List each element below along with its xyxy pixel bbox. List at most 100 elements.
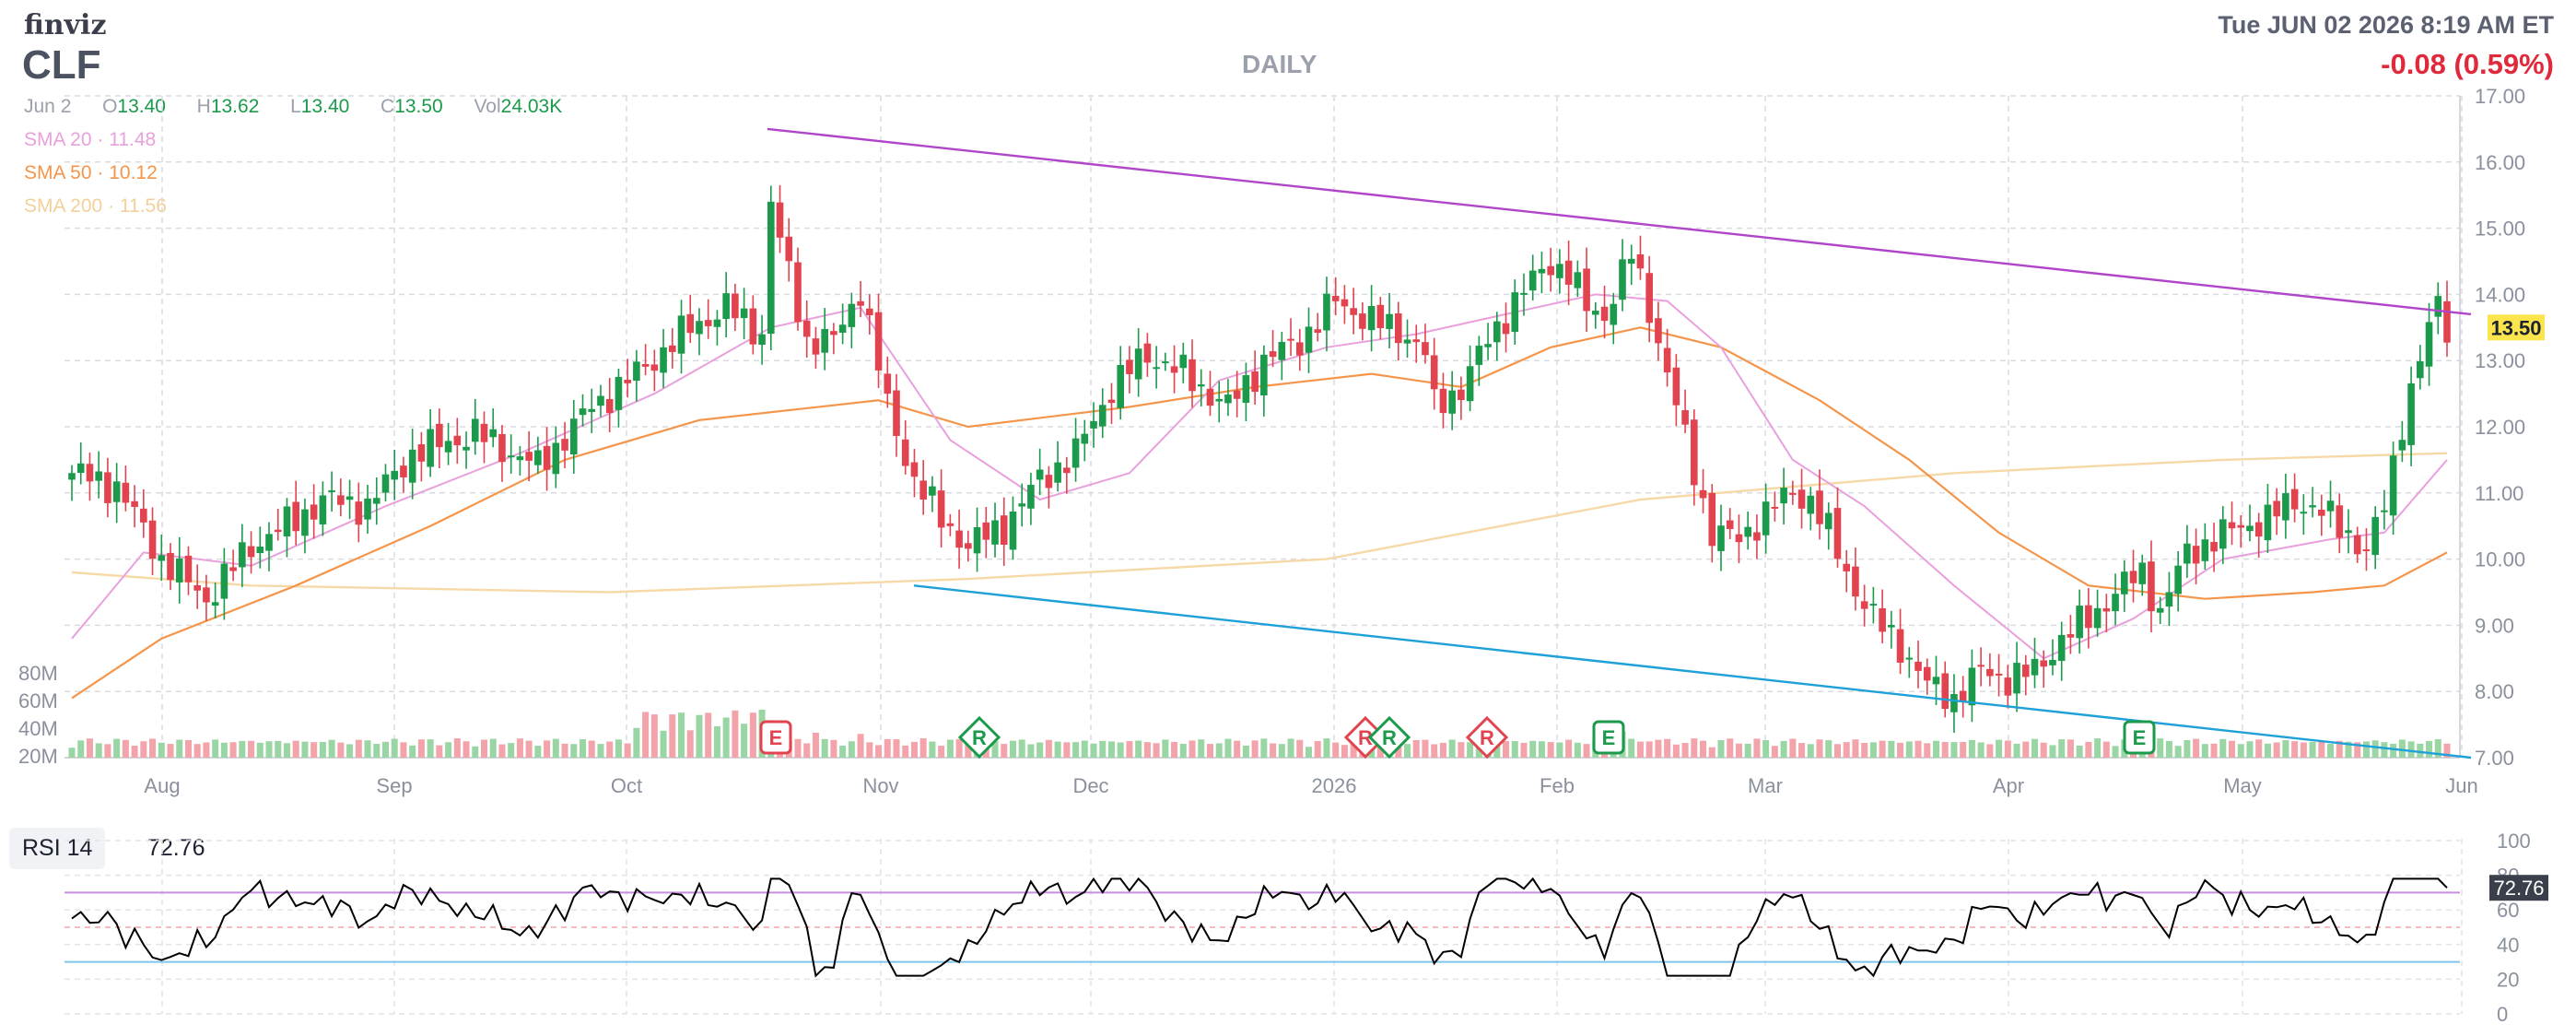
volume-bar: [1341, 745, 1348, 758]
candle-body: [1959, 690, 1967, 702]
candle-body: [444, 441, 452, 453]
candle-body: [866, 308, 873, 316]
volume-bar: [2004, 740, 2011, 758]
candle-body: [1592, 311, 1599, 315]
candle-body: [86, 464, 94, 482]
candle-body: [480, 423, 488, 442]
candle-body: [1717, 525, 1725, 551]
volume-bar: [2219, 738, 2227, 758]
event-marker-label: E: [1602, 726, 1616, 749]
volume-bar: [749, 712, 756, 758]
volume-bar: [2398, 739, 2406, 758]
volume-bar: [1027, 744, 1035, 758]
volume-bar: [1861, 742, 1868, 758]
y-tick-label: 17.00: [2475, 85, 2525, 108]
candle-body: [2201, 539, 2209, 561]
volume-bar: [417, 739, 425, 758]
candle-body: [1528, 270, 1537, 291]
volume-bar: [1556, 742, 1563, 758]
candle-body: [2138, 562, 2147, 584]
candle-body: [68, 473, 76, 480]
volume-bar: [1996, 739, 2003, 758]
volume-bar: [1547, 742, 1554, 758]
volume-bar: [884, 738, 891, 758]
volume-bar: [955, 738, 963, 758]
volume-bar: [256, 742, 263, 758]
candle-body: [1691, 419, 1698, 486]
candle-body: [220, 563, 228, 599]
candle-body: [732, 293, 739, 319]
volume-bar: [2354, 742, 2361, 758]
ohlc-high: 13.62: [210, 96, 260, 117]
candle-body: [2031, 658, 2039, 676]
candle-body: [1206, 388, 1214, 406]
candle-body: [982, 522, 990, 540]
volume-bar: [722, 717, 730, 758]
candle-body: [884, 373, 892, 394]
volume-bar: [310, 742, 318, 758]
candle-body: [1107, 399, 1116, 404]
volume-bar: [1628, 738, 1635, 758]
volume-bar: [2229, 740, 2236, 758]
volume-bar: [534, 746, 542, 758]
volume-bar: [552, 738, 559, 758]
x-tick-label: 2026: [1312, 774, 1357, 797]
volume-bar: [1708, 747, 1715, 758]
candle-body: [1655, 318, 1662, 344]
candle-body: [2389, 455, 2397, 516]
candle-body: [1394, 312, 1402, 344]
volume-bar: [650, 714, 658, 758]
candle-body: [265, 534, 273, 551]
candle-body: [1699, 489, 1707, 499]
candle-body: [1789, 492, 1797, 495]
candle-body: [1403, 339, 1411, 344]
candle-body: [372, 498, 381, 504]
candle-body: [525, 452, 533, 461]
volume-bar: [2443, 743, 2451, 758]
volume-bar: [1968, 739, 1975, 758]
brand-logo[interactable]: finviz: [24, 9, 107, 41]
volume-bar: [283, 743, 290, 758]
volume-bar: [1914, 740, 1922, 758]
volume-bar: [149, 738, 157, 758]
volume-bar: [1986, 744, 1994, 758]
candle-body: [2174, 565, 2182, 595]
volume-bar: [1960, 741, 1967, 758]
candle-body: [1797, 489, 1806, 509]
candle-body: [857, 300, 864, 306]
volume-bar: [2282, 740, 2289, 758]
candle-body: [973, 526, 981, 554]
candle-body: [910, 462, 919, 477]
ohlc-close-label: C: [381, 96, 395, 117]
candle-body: [1888, 624, 1895, 628]
rsi-tick-label: 0: [2497, 1003, 2508, 1026]
volume-bar: [1278, 744, 1285, 758]
volume-bar: [463, 741, 470, 758]
volume-bar: [498, 744, 506, 758]
sma50-legend: SMA 50 · 10.12: [24, 162, 158, 183]
rsi-label[interactable]: RSI 14: [9, 828, 106, 869]
candle-body: [812, 338, 820, 355]
volume-bar: [1753, 738, 1761, 758]
candle-body: [1063, 467, 1071, 474]
volume-bar: [919, 738, 927, 758]
candle-body: [239, 542, 246, 568]
candle-body: [1000, 515, 1008, 545]
volume-bar: [1179, 744, 1187, 758]
candle-body: [2300, 512, 2308, 514]
volume-bar: [1493, 743, 1501, 758]
volume-bar: [2013, 743, 2020, 758]
candle-body: [1879, 607, 1886, 632]
candle-body: [838, 324, 847, 333]
volume-bar: [1376, 741, 1384, 758]
volume-bar: [686, 730, 694, 758]
volume-bar: [1744, 743, 1751, 758]
candle-body: [893, 390, 900, 436]
volume-bar: [265, 741, 273, 758]
volume-bar: [391, 738, 398, 758]
candle-body: [2282, 493, 2289, 521]
volume-bar: [696, 714, 703, 758]
volume-bar: [2371, 740, 2379, 758]
